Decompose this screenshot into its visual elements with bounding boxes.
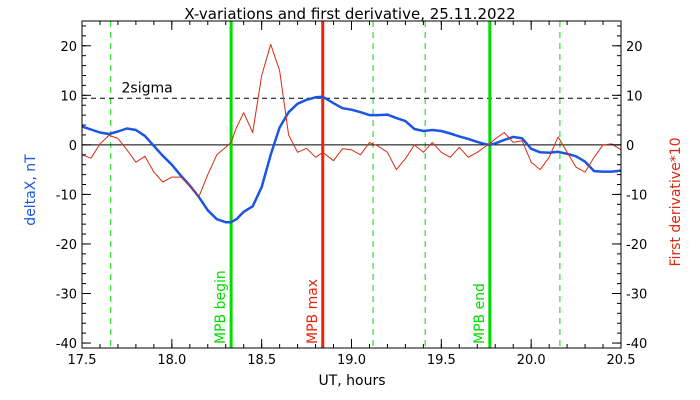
- y-tick-label-right: -10: [626, 188, 647, 203]
- y-tick-label-left: 20: [60, 40, 77, 55]
- y-axis-right-label: First derivative*10: [668, 137, 684, 266]
- axis-ticks: 17.5 18.0 18.5 19.0 19.5 20.0 20.5-40 -40-30 -30…: [56, 21, 647, 368]
- y-tick-label-right: 0: [626, 139, 634, 154]
- mpb-marker-label: MPB max: [305, 279, 321, 344]
- x-tick-label: 20.5: [607, 353, 636, 368]
- x-tick-label: 18.0: [157, 353, 186, 368]
- y-tick-label-left: -30: [56, 288, 77, 303]
- x-tick-label: 17.5: [68, 353, 97, 368]
- y-tick-label-left: 0: [69, 139, 77, 154]
- threshold-label: 2sigma: [122, 80, 173, 96]
- mpb-marker-label: MPB end: [472, 283, 488, 344]
- x-axis-label: UT, hours: [318, 373, 385, 389]
- x-tick-label: 20.0: [517, 353, 546, 368]
- y-tick-label-right: 20: [626, 40, 643, 55]
- y-tick-label-right: -40: [626, 337, 647, 352]
- y-tick-label-right: -30: [626, 288, 647, 303]
- deltaX-series-line: [81, 95, 622, 224]
- plot-frame: [81, 20, 622, 349]
- y-tick-label-left: -10: [56, 188, 77, 203]
- y-tick-label-left: -40: [56, 337, 77, 352]
- mpb-marker-label: MPB begin: [213, 270, 229, 344]
- x-tick-label: 19.5: [427, 353, 456, 368]
- x-tick-label: 19.0: [337, 353, 366, 368]
- y-tick-label-left: -20: [56, 238, 77, 253]
- x-tick-label: 18.5: [247, 353, 276, 368]
- y-tick-label-right: -20: [626, 238, 647, 253]
- y-tick-label-left: 10: [60, 89, 77, 104]
- y-axis-left-label: deltaX, nT: [23, 154, 39, 226]
- derivative-series-line: [81, 43, 622, 198]
- chart-title: X-variations and first derivative, 25.11…: [184, 5, 515, 23]
- y-tick-label-right: 10: [626, 89, 643, 104]
- plot-area: 2sigma MPB begin MPB max MPB end: [81, 21, 622, 348]
